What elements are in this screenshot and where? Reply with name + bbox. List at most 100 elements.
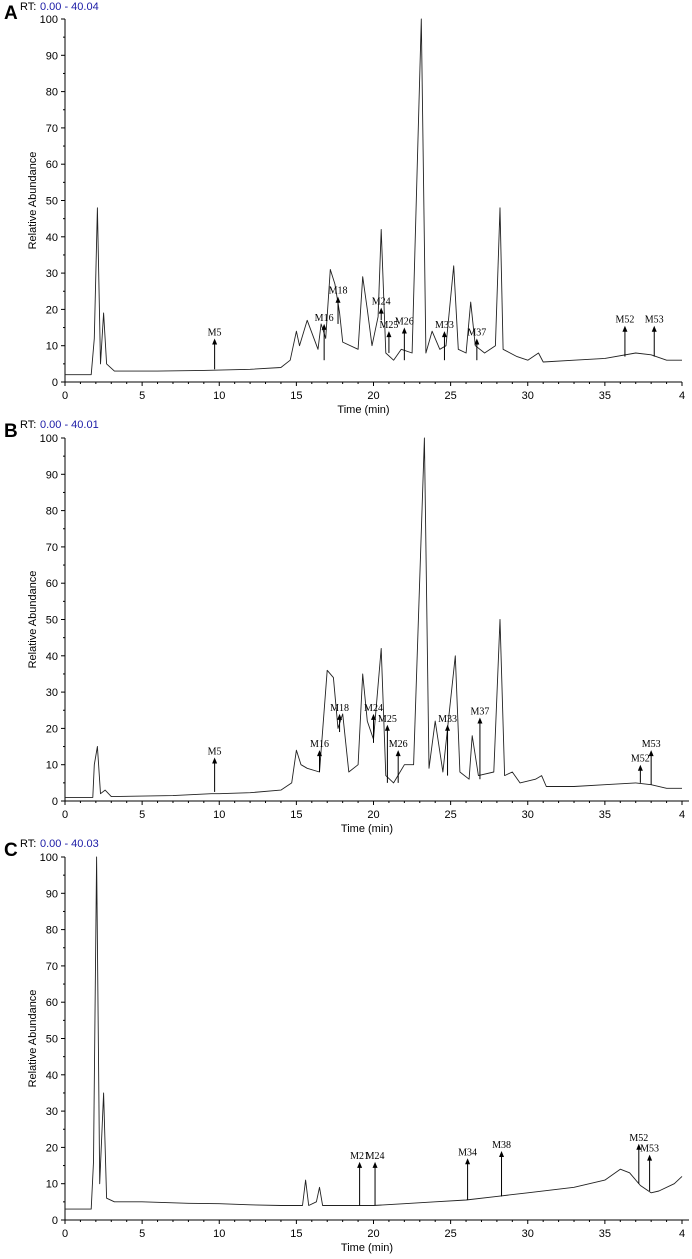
peak-label: M52 [629,1133,648,1144]
chromatogram-trace [65,856,683,1210]
x-tick-label: 4 [679,1228,685,1240]
x-tick-label: 15 [290,390,302,402]
peak-label: M16 [310,739,329,750]
peak-annotation-m37: M37 [470,707,489,780]
y-tick-label: 40 [46,232,58,244]
chart-panel-a: A RT: 0.00 - 40.04 0 10 20 30 40 50 60 70 80 90 100 0 5… [4,1,685,416]
x-tick-label: 10 [213,809,225,821]
peak-label: M18 [330,703,349,714]
peak-annotation-m24: M24 [366,1151,384,1206]
peak-annotation-m25: M25 [379,320,398,353]
arrow-head [386,331,392,338]
y-axis-title: Relative Abundance [27,990,39,1088]
peak-label: M21 [350,1151,369,1162]
peak-label: M37 [467,327,486,338]
chromatogram-trace [65,437,682,798]
peak-annotation-m53: M53 [640,1144,659,1191]
x-tick-label: 20 [367,390,379,402]
y-tick-label: 10 [46,760,58,772]
rt-prefix: RT: [20,419,36,431]
peak-annotation-m16: M16 [310,739,329,772]
peak-label: M26 [389,739,408,750]
y-tick-label: 100 [40,852,58,864]
y-tick-label: 80 [46,506,58,518]
x-tick-label: 30 [522,1228,534,1240]
y-axis-title: Relative Abundance [27,571,39,669]
x-tick-label: 10 [213,390,225,402]
arrow-head [622,325,628,332]
arrow-head [337,713,343,720]
peak-label: M24 [364,703,383,714]
x-tick-label: 4 [679,809,685,821]
peak-annotation-m18: M18 [330,703,349,733]
x-tick-label: 0 [62,390,68,402]
arrow-head [445,724,451,731]
rt-range: 0.00 - 40.04 [40,1,99,13]
rt-prefix: RT: [20,838,36,850]
arrow-head [372,1161,378,1168]
y-tick-label: 30 [46,1106,58,1118]
y-tick-label: 50 [46,1034,58,1046]
peak-annotation-m21: M21 [350,1151,369,1206]
arrow-head [357,1161,363,1168]
chart-panel-c: C RT: 0.00 - 40.03 0 10 20 30 40 50 60 70 80 90 100 0 5… [4,838,689,1254]
peak-label: M33 [438,714,457,725]
arrow-head [499,1151,505,1158]
y-tick-label: 30 [46,268,58,280]
x-axis-title: Time (min) [341,1242,393,1254]
y-tick-label: 40 [46,651,58,663]
arrow-head [335,296,341,303]
peak-label: M5 [208,746,222,757]
peak-annotation-m25: M25 [378,714,397,783]
peak-label: M53 [640,1144,659,1155]
rt-prefix: RT: [20,1,36,13]
peak-annotation-m52: M52 [615,315,634,357]
arrow-head [212,757,218,764]
y-tick-label: 0 [52,377,58,389]
arrow-head [647,1154,653,1161]
y-tick-label: 80 [46,925,58,937]
peak-label: M18 [329,286,348,297]
peak-label: M25 [378,714,397,725]
x-tick-label: 15 [290,809,302,821]
x-axis-title: Time (min) [341,823,393,835]
arrow-head [321,323,327,330]
y-tick-label: 40 [46,1070,58,1082]
panel-letter: A [4,3,18,24]
peak-annotation-m26: M26 [389,739,408,783]
peak-label: M53 [642,739,661,750]
peak-annotation-m53: M53 [642,739,661,785]
y-tick-label: 20 [46,723,58,735]
y-tick-label: 100 [40,14,58,26]
arrow-head [317,750,323,757]
y-tick-label: 60 [46,159,58,171]
peak-label: M33 [435,320,454,331]
peak-annotation-m24: M24 [372,297,391,321]
arrow-head [651,325,657,332]
y-tick-label: 70 [46,542,58,554]
x-tick-label: 35 [599,1228,611,1240]
x-tick-label: 20 [367,1228,379,1240]
chromatogram-trace [65,18,682,376]
y-tick-label: 90 [46,50,58,62]
x-axis-title: Time (min) [337,404,389,416]
peak-label: M26 [395,317,414,328]
peak-annotation-m5: M5 [208,746,222,792]
y-tick-label: 10 [46,341,58,353]
peak-annotation-m38: M38 [492,1140,511,1197]
x-tick-label: 25 [445,390,457,402]
y-tick-label: 20 [46,1142,58,1154]
y-tick-label: 100 [40,433,58,445]
peak-annotation-m18: M18 [329,286,348,324]
peak-annotation-m53: M53 [645,315,664,357]
peak-annotation-m5: M5 [208,327,222,370]
arrow-head [384,724,390,731]
arrow-head [212,338,218,345]
x-tick-label: 35 [599,390,611,402]
y-axis-title: Relative Abundance [27,152,39,250]
peak-annotation-m24: M24 [364,703,383,743]
peak-annotation-m16: M16 [315,313,334,361]
peak-label: M25 [379,320,398,331]
peak-annotation-m26: M26 [395,317,414,361]
